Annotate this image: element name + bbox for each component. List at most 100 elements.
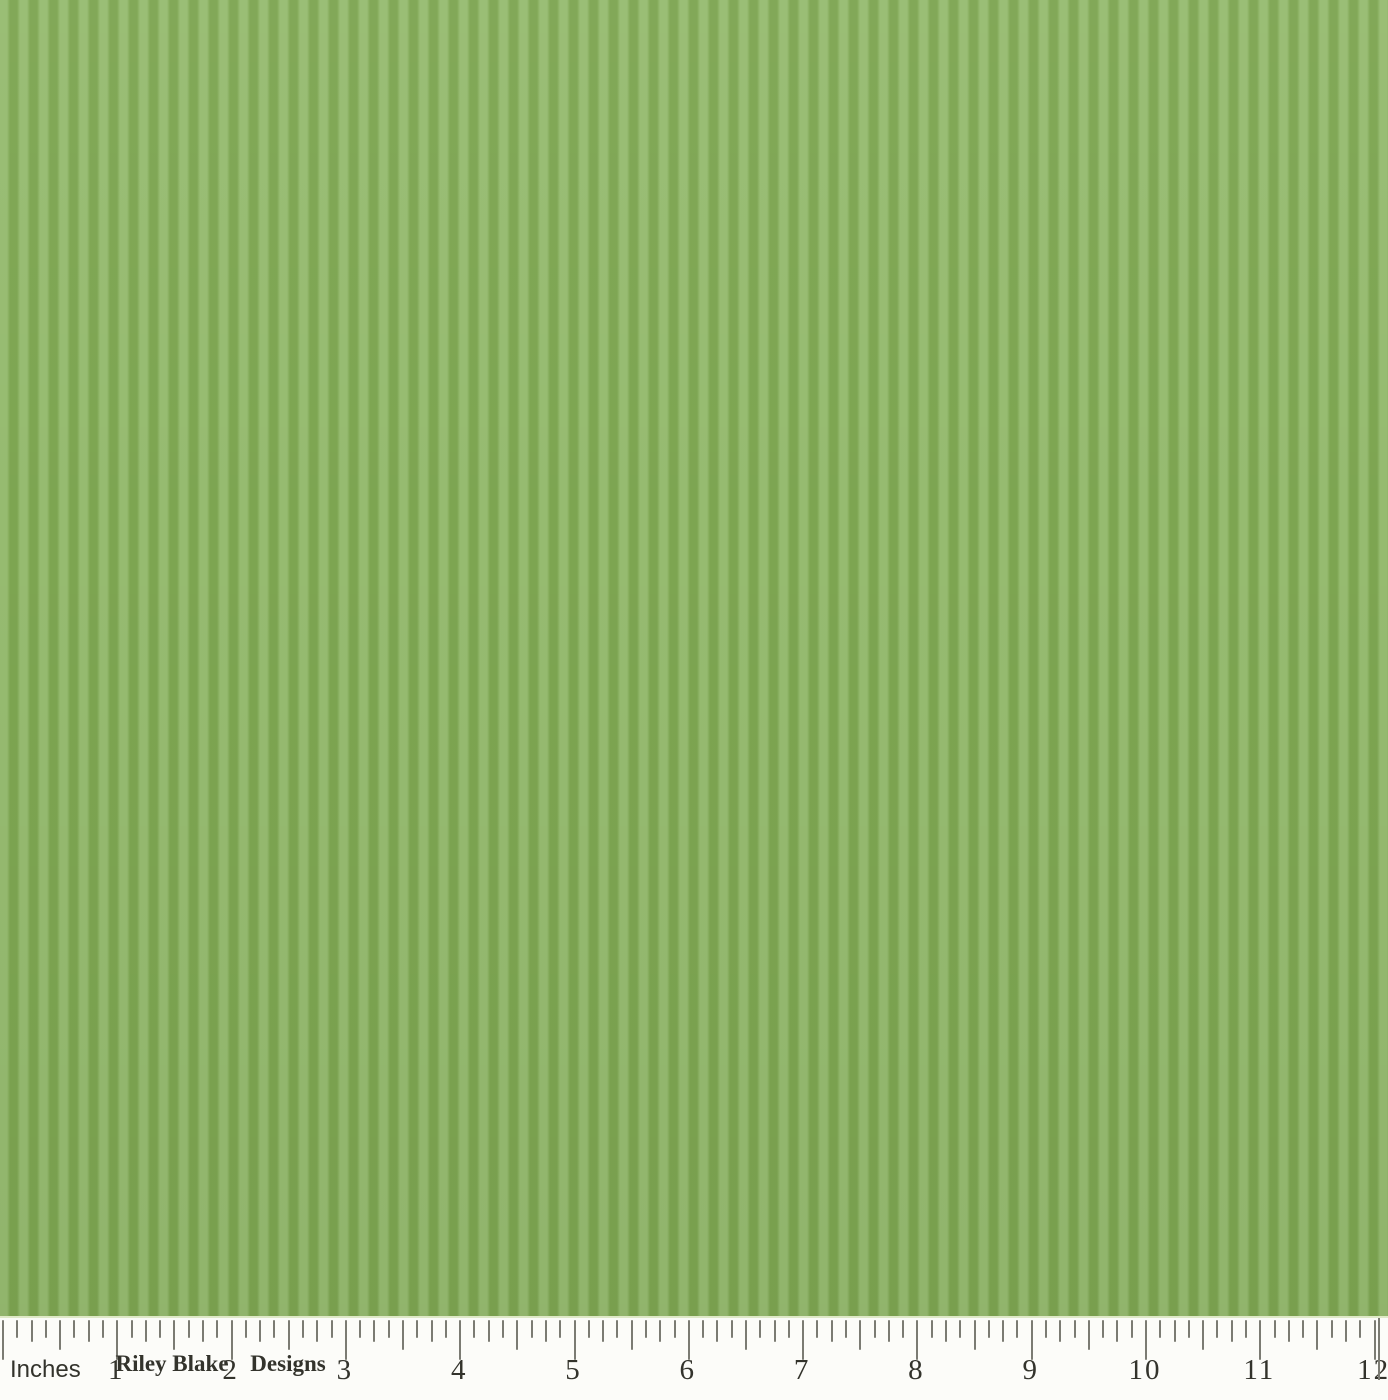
ruler-tick	[673, 1320, 676, 1338]
ruler-tick	[459, 1320, 462, 1360]
ruler-tick	[987, 1320, 990, 1338]
ruler-tick	[202, 1320, 205, 1342]
ruler-tick	[602, 1320, 605, 1342]
ruler-tick	[544, 1320, 547, 1342]
ruler-tick	[87, 1320, 90, 1342]
ruler-tick	[30, 1320, 33, 1342]
ruler-tick	[959, 1320, 962, 1338]
ruler-number: 12	[1357, 1354, 1388, 1386]
ruler-tick	[1016, 1320, 1019, 1338]
ruler-tick	[502, 1320, 505, 1338]
ruler-tick	[644, 1320, 647, 1338]
ruler-tick	[530, 1320, 533, 1338]
ruler-number: 1	[108, 1354, 125, 1386]
ruler-tick	[587, 1320, 590, 1338]
ruler-tick	[1230, 1320, 1233, 1342]
ruler-tick	[759, 1320, 762, 1338]
ruler-tick	[102, 1320, 104, 1338]
ruler-tick	[730, 1320, 733, 1338]
ruler-tick	[744, 1320, 747, 1350]
ruler-number: 7	[793, 1354, 811, 1386]
ruler-tick	[1345, 1320, 1348, 1342]
ruler-tick	[302, 1320, 305, 1338]
ruler-tick	[1130, 1320, 1133, 1338]
ruler-number: 4	[450, 1354, 468, 1386]
brand-text: Riley Blake	[115, 1351, 229, 1376]
ruler-tick	[516, 1320, 519, 1350]
ruler-number: 6	[679, 1354, 697, 1386]
ruler-tick	[287, 1320, 290, 1350]
ruler-ticks: 1 2 3 4 5 6 7 8 9 10 11 12 Riley Blake Designs	[0, 1318, 1388, 1400]
ruler-tick	[402, 1320, 405, 1350]
ruler-tick	[73, 1320, 76, 1338]
ruler-tick	[659, 1320, 662, 1342]
ruler-tick	[616, 1320, 619, 1338]
ruler-tick	[373, 1320, 376, 1342]
ruler-tick	[1044, 1320, 1047, 1338]
ruler-tick	[1073, 1320, 1076, 1338]
ruler-tick	[902, 1320, 905, 1338]
ruler-number: 11	[1243, 1354, 1276, 1386]
ruler-tick	[1002, 1320, 1005, 1342]
ruler-tick	[830, 1320, 833, 1342]
ruler-tick	[1087, 1320, 1090, 1350]
ruler-tick	[887, 1320, 890, 1342]
ruler-tick	[444, 1320, 447, 1338]
ruler-number: 5	[565, 1354, 582, 1386]
ruler-tick	[1330, 1320, 1333, 1338]
ruler-tick	[1316, 1320, 1319, 1350]
ruler-number: 9	[1022, 1354, 1039, 1386]
ruler-tick	[816, 1320, 819, 1338]
ruler-number: 2	[222, 1354, 239, 1386]
ruler-tick	[187, 1320, 190, 1338]
ruler-tick	[1159, 1320, 1162, 1338]
ruler-tick	[473, 1320, 476, 1338]
ruler-tick	[630, 1320, 633, 1350]
ruler-tick	[144, 1320, 147, 1342]
ruler-tick	[1273, 1320, 1276, 1338]
ruler-tick	[244, 1320, 247, 1338]
ruler-tick	[330, 1320, 333, 1338]
ruler-tick	[316, 1320, 319, 1342]
ruler-tick	[430, 1320, 433, 1342]
ruler-number: 3	[336, 1354, 354, 1386]
ruler-tick	[1216, 1320, 1219, 1338]
ruler-tick	[2, 1320, 4, 1360]
ruler-tick	[16, 1320, 19, 1338]
ruler-tick	[216, 1320, 219, 1338]
ruler-tick	[259, 1320, 262, 1342]
ruler-tick	[173, 1320, 176, 1350]
ruler-tick	[687, 1320, 690, 1360]
brand-text: Designs	[250, 1351, 326, 1376]
ruler-tick	[44, 1320, 47, 1338]
ruler-tick	[130, 1320, 133, 1338]
fabric-swatch	[0, 0, 1388, 1318]
ruler-tick	[359, 1320, 362, 1338]
ruler-tick	[1030, 1320, 1033, 1360]
ruler-tick	[416, 1320, 419, 1338]
ruler-tick	[387, 1320, 390, 1338]
ruler-tick	[273, 1320, 276, 1338]
ruler-tick	[116, 1320, 119, 1360]
ruler-tick	[859, 1320, 862, 1350]
ruler-end-line	[1378, 1318, 1380, 1380]
ruler-tick	[1287, 1320, 1290, 1342]
ruler-tick	[844, 1320, 847, 1338]
ruler-tick	[159, 1320, 162, 1338]
ruler-tick	[59, 1320, 62, 1350]
ruler-tick	[930, 1320, 933, 1338]
ruler-tick	[773, 1320, 776, 1342]
ruler-tick	[1173, 1320, 1176, 1342]
ruler-tick	[1259, 1320, 1262, 1360]
ruler-tick	[973, 1320, 976, 1350]
ruler-tick	[1116, 1320, 1119, 1342]
ruler-tick	[1373, 1320, 1376, 1360]
selvage-ruler: 1 2 3 4 5 6 7 8 9 10 11 12 Riley Blake Designs Inches	[0, 1318, 1388, 1400]
ruler-tick	[1245, 1320, 1247, 1338]
ruler-tick	[1359, 1320, 1362, 1338]
ruler-tick	[1202, 1320, 1205, 1350]
ruler-tick	[487, 1320, 490, 1342]
ruler-number: 8	[908, 1354, 925, 1386]
ruler-tick	[702, 1320, 705, 1338]
